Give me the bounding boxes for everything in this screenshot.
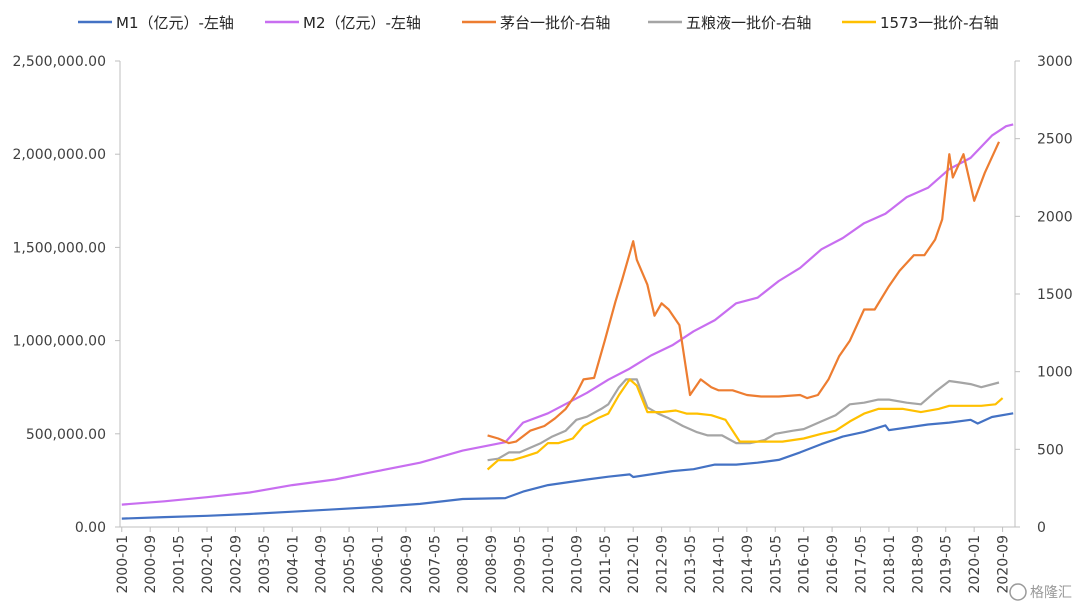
x-axis-tick-label: 2004-09 — [314, 535, 330, 594]
series-line-1 — [121, 123, 1014, 506]
left-axis-tick-label: 1,000,000.00 — [12, 334, 106, 350]
legend-item-3: 五粮液一批价-右轴 — [648, 14, 811, 32]
x-axis-tick-label: 2013-05 — [683, 535, 699, 594]
x-axis-tick-label: 2008-09 — [484, 535, 500, 594]
axes-layer: 0.00 500,000.00 1,000,000.00 1,500,000.00 2,… — [12, 54, 1072, 594]
left-axis-tick-label: 1,500,000.00 — [12, 240, 106, 256]
legend-label: M1（亿元）-左轴 — [116, 14, 234, 32]
x-axis-tick-label: 2008-01 — [456, 535, 472, 594]
right-axis-tick-label: 1000 — [1037, 365, 1073, 381]
x-axis-tick-label: 2018-09 — [910, 535, 926, 594]
x-axis-tick-label: 2014-09 — [740, 535, 756, 594]
series-line-4 — [486, 378, 1004, 471]
x-axis-tick-label: 2000-01 — [115, 535, 131, 594]
legend-item-4: 1573一批价-右轴 — [842, 14, 999, 32]
x-axis-tick-label: 2011-05 — [598, 535, 614, 594]
x-axis-tick-label: 2012-01 — [626, 535, 642, 594]
right-axis-tick-label: 2500 — [1037, 132, 1073, 148]
x-axis-tick-label: 2006-09 — [399, 535, 415, 594]
x-axis-tick-label: 2007-05 — [427, 535, 443, 594]
x-axis-tick-label: 2010-09 — [569, 535, 585, 594]
x-axis-tick-label: 2016-09 — [825, 535, 841, 594]
x-axis-tick-label: 2002-01 — [200, 535, 216, 594]
left-axis-tick-label: 0.00 — [75, 520, 106, 536]
x-axis-tick-label: 2006-01 — [370, 535, 386, 594]
x-axis-tick-label: 2009-05 — [513, 535, 529, 594]
legend-label: M2（亿元）-左轴 — [303, 14, 421, 32]
left-axis-tick-label: 2,000,000.00 — [12, 147, 106, 163]
legend-item-1: M2（亿元）-左轴 — [265, 14, 421, 32]
x-axis-tick-label: 2016-01 — [797, 535, 813, 594]
series-line-2 — [487, 141, 1001, 445]
x-axis-tick-label: 2020-09 — [996, 535, 1012, 594]
x-axis-tick-label: 2000-09 — [143, 535, 159, 594]
x-axis-tick-label: 2012-09 — [655, 535, 671, 594]
watermark-text: 格隆汇 — [1030, 585, 1072, 601]
right-axis-tick-label: 500 — [1037, 442, 1064, 458]
legend-item-0: M1（亿元）-左轴 — [78, 14, 234, 32]
right-axis-tick-label: 0 — [1037, 520, 1046, 536]
series-line-3 — [487, 378, 1000, 462]
x-axis-tick-label: 2018-01 — [882, 535, 898, 594]
left-axis-tick-label: 500,000.00 — [26, 427, 106, 443]
watermark: 格隆汇 — [1009, 583, 1072, 601]
x-axis-tick-label: 2017-05 — [854, 535, 870, 594]
legend: M1（亿元）-左轴 M2（亿元）-左轴 茅台一批价-右轴 五粮液一批价-右轴 1573一… — [78, 14, 999, 32]
x-axis-tick-label: 2010-01 — [541, 535, 557, 594]
x-axis-tick-label: 2002-09 — [228, 535, 244, 594]
series-line-0 — [121, 412, 1014, 520]
x-axis-tick-label: 2014-01 — [711, 535, 727, 594]
legend-item-2: 茅台一批价-右轴 — [462, 14, 610, 32]
x-axis-tick-label: 2003-05 — [257, 535, 273, 594]
watermark-logo-icon — [1009, 583, 1027, 601]
x-axis-tick-label: 2005-05 — [342, 535, 358, 594]
x-axis-tick-label: 2004-01 — [285, 535, 301, 594]
right-axis-tick-label: 1500 — [1037, 287, 1073, 303]
x-axis-tick-label: 2001-05 — [172, 535, 188, 594]
legend-label: 茅台一批价-右轴 — [500, 14, 610, 32]
legend-label: 五粮液一批价-右轴 — [686, 14, 811, 32]
x-axis-tick-label: 2020-01 — [967, 535, 983, 594]
right-axis-tick-label: 2000 — [1037, 209, 1073, 225]
series-layer — [121, 123, 1014, 520]
x-axis-tick-label: 2019-05 — [939, 535, 955, 594]
left-axis-tick-label: 2,500,000.00 — [12, 54, 106, 70]
legend-label: 1573一批价-右轴 — [880, 14, 999, 32]
right-axis-tick-label: 3000 — [1037, 54, 1073, 70]
x-axis-tick-label: 2015-05 — [768, 535, 784, 594]
